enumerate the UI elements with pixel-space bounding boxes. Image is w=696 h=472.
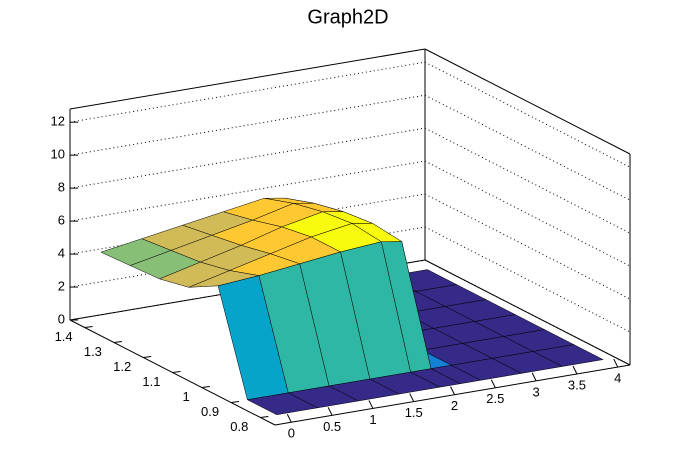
x-tick-label: 1.5: [405, 405, 423, 420]
box-edge: [69, 48, 426, 110]
y-tick: [172, 371, 181, 373]
x-tick-label: 2: [451, 398, 458, 413]
grid-line: [69, 160, 426, 222]
grid-line: [69, 61, 426, 123]
y-tick-label: 1.1: [142, 374, 160, 389]
z-tick-label: 6: [58, 213, 65, 228]
y-tick-label: 1.4: [55, 329, 73, 344]
z-tick-label: 2: [58, 278, 65, 293]
x-tick: [572, 365, 578, 375]
grid-line: [424, 193, 631, 300]
x-tick-label: 3: [533, 384, 540, 399]
surface-cell: [246, 392, 319, 416]
x-tick-label: 1: [369, 412, 376, 427]
grid-line: [69, 94, 426, 156]
x-tick: [531, 372, 537, 382]
x-tick: [286, 414, 292, 423]
box-edge: [424, 48, 631, 155]
y-tick-label: 1.2: [113, 359, 131, 374]
z-tick-label: 0: [58, 311, 65, 326]
x-tick-label: 0.5: [323, 419, 341, 434]
x-tick: [368, 400, 374, 409]
y-tick: [84, 326, 93, 328]
x-tick: [327, 407, 333, 416]
y-tick: [260, 416, 269, 418]
y-tick-label: 0.9: [201, 404, 219, 419]
y-tick-label: 1.3: [84, 344, 102, 359]
z-tick-label: 10: [51, 147, 65, 162]
y-tick-label: 0.8: [230, 419, 248, 434]
y-tick: [113, 341, 122, 343]
z-tick-label: 12: [51, 114, 65, 129]
grid-line: [424, 160, 631, 267]
z-tick-label: 8: [58, 180, 65, 195]
y-tick-label: 1: [183, 389, 190, 404]
y-tick: [201, 386, 210, 388]
grid-line: [69, 127, 426, 189]
box-edge: [424, 259, 631, 366]
x-tick-label: 0: [288, 426, 295, 441]
x-axis: [274, 364, 631, 426]
x-tick: [409, 393, 415, 402]
x-tick: [450, 386, 455, 395]
x-tick-label: 4: [614, 371, 621, 386]
x-tick: [613, 358, 619, 368]
x-tick: [490, 379, 496, 388]
y-tick: [231, 401, 240, 403]
chart-title: Graph2D: [307, 6, 388, 28]
y-tick: [143, 356, 152, 358]
x-tick-label: 3.5: [568, 377, 586, 392]
grid-line: [424, 94, 631, 201]
z-tick-label: 4: [58, 246, 65, 261]
grid-line: [424, 127, 631, 234]
grid-line: [424, 61, 631, 168]
x-tick-label: 2.5: [486, 391, 504, 406]
